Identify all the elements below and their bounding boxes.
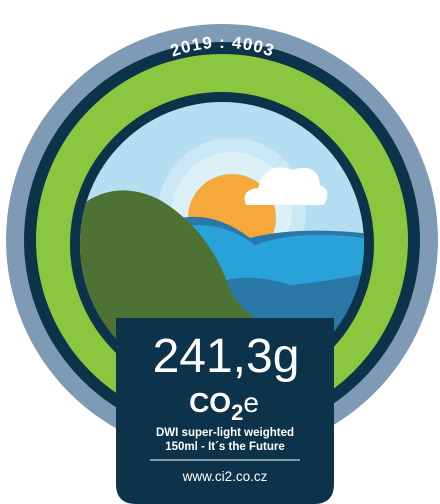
unit-sub: 2 [231,400,243,425]
description-line: 150ml - It´s the Future [165,441,285,453]
unit-main: CO [189,387,231,418]
description-line: DWI super-light weighted [156,427,294,439]
website: www.ci2.co.cz [182,469,268,484]
amount: 241,3g [153,330,300,383]
badge: 2019 : 4003 241,3g CO2e DWI super-light … [0,0,440,504]
unit-suffix: e [243,387,259,418]
